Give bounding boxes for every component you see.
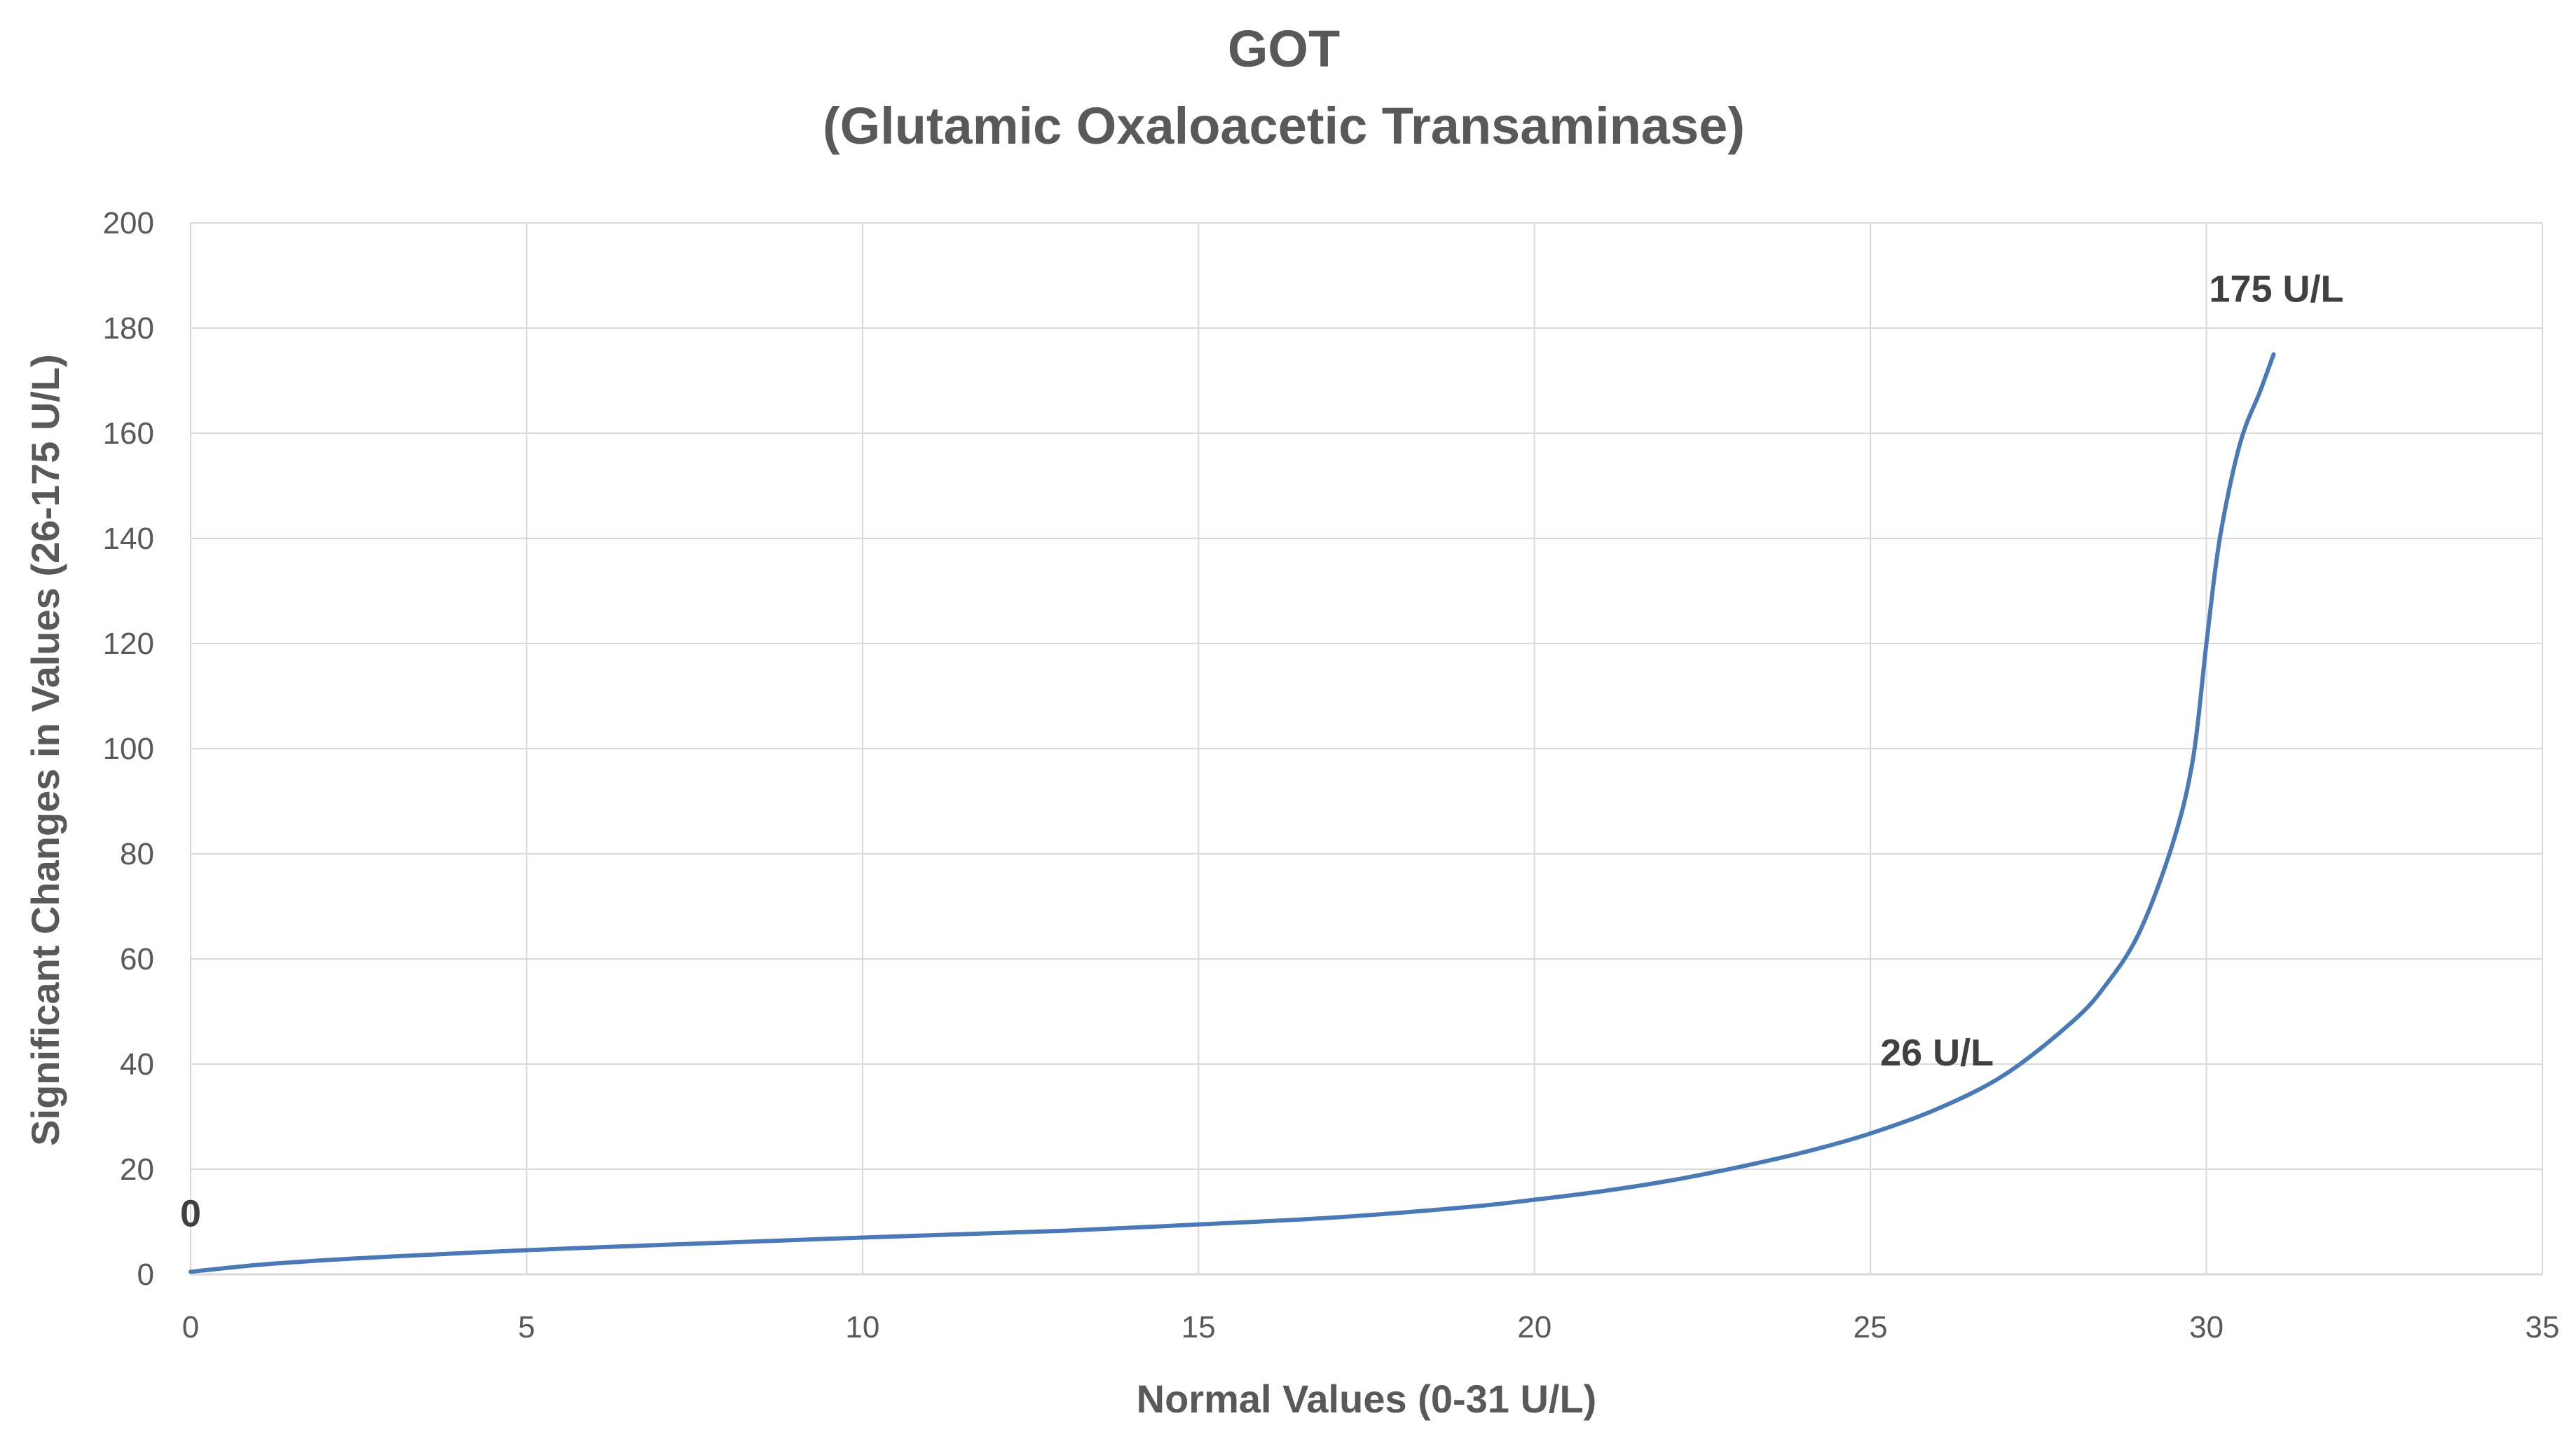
y-tick-label: 120	[103, 627, 154, 661]
y-tick-label: 100	[103, 732, 154, 766]
y-axis-title: Significant Changes in Values (26-175 U/…	[23, 354, 67, 1146]
y-tick-label: 80	[120, 837, 154, 871]
y-tick-label: 180	[103, 311, 154, 346]
annotation-zero: 0	[180, 1192, 201, 1234]
y-tick-label: 0	[137, 1258, 154, 1292]
x-axis-ticks: 0 5 10 15 20 25 30 35	[182, 1310, 2560, 1344]
x-tick-label: 30	[2189, 1310, 2224, 1344]
x-tick-label: 5	[518, 1310, 535, 1344]
x-tick-label: 35	[2526, 1310, 2560, 1344]
x-tick-label: 15	[1181, 1310, 1216, 1344]
annotation-175-ul: 175 U/L	[2209, 268, 2343, 311]
y-tick-label: 200	[103, 206, 154, 240]
x-tick-label: 10	[845, 1310, 879, 1344]
y-tick-label: 160	[103, 416, 154, 451]
y-tick-label: 20	[120, 1152, 154, 1187]
chart-subtitle: (Glutamic Oxaloacetic Transaminase)	[823, 97, 1745, 155]
x-tick-label: 25	[1854, 1310, 1888, 1344]
chart-title: GOT	[1228, 20, 1340, 78]
y-axis-ticks: 0 20 40 60 80 100 120 140 160 180 200	[103, 206, 154, 1292]
y-tick-label: 60	[120, 942, 154, 976]
series-line	[189, 352, 2276, 1274]
y-tick-label: 40	[120, 1047, 154, 1082]
x-axis-title: Normal Values (0-31 U/L)	[1137, 1377, 1597, 1421]
gridlines	[190, 222, 2543, 1274]
x-tick-label: 20	[1517, 1310, 1551, 1344]
x-tick-label: 0	[182, 1310, 199, 1344]
y-tick-label: 140	[103, 522, 154, 556]
annotation-26-ul: 26 U/L	[1880, 1032, 1994, 1074]
